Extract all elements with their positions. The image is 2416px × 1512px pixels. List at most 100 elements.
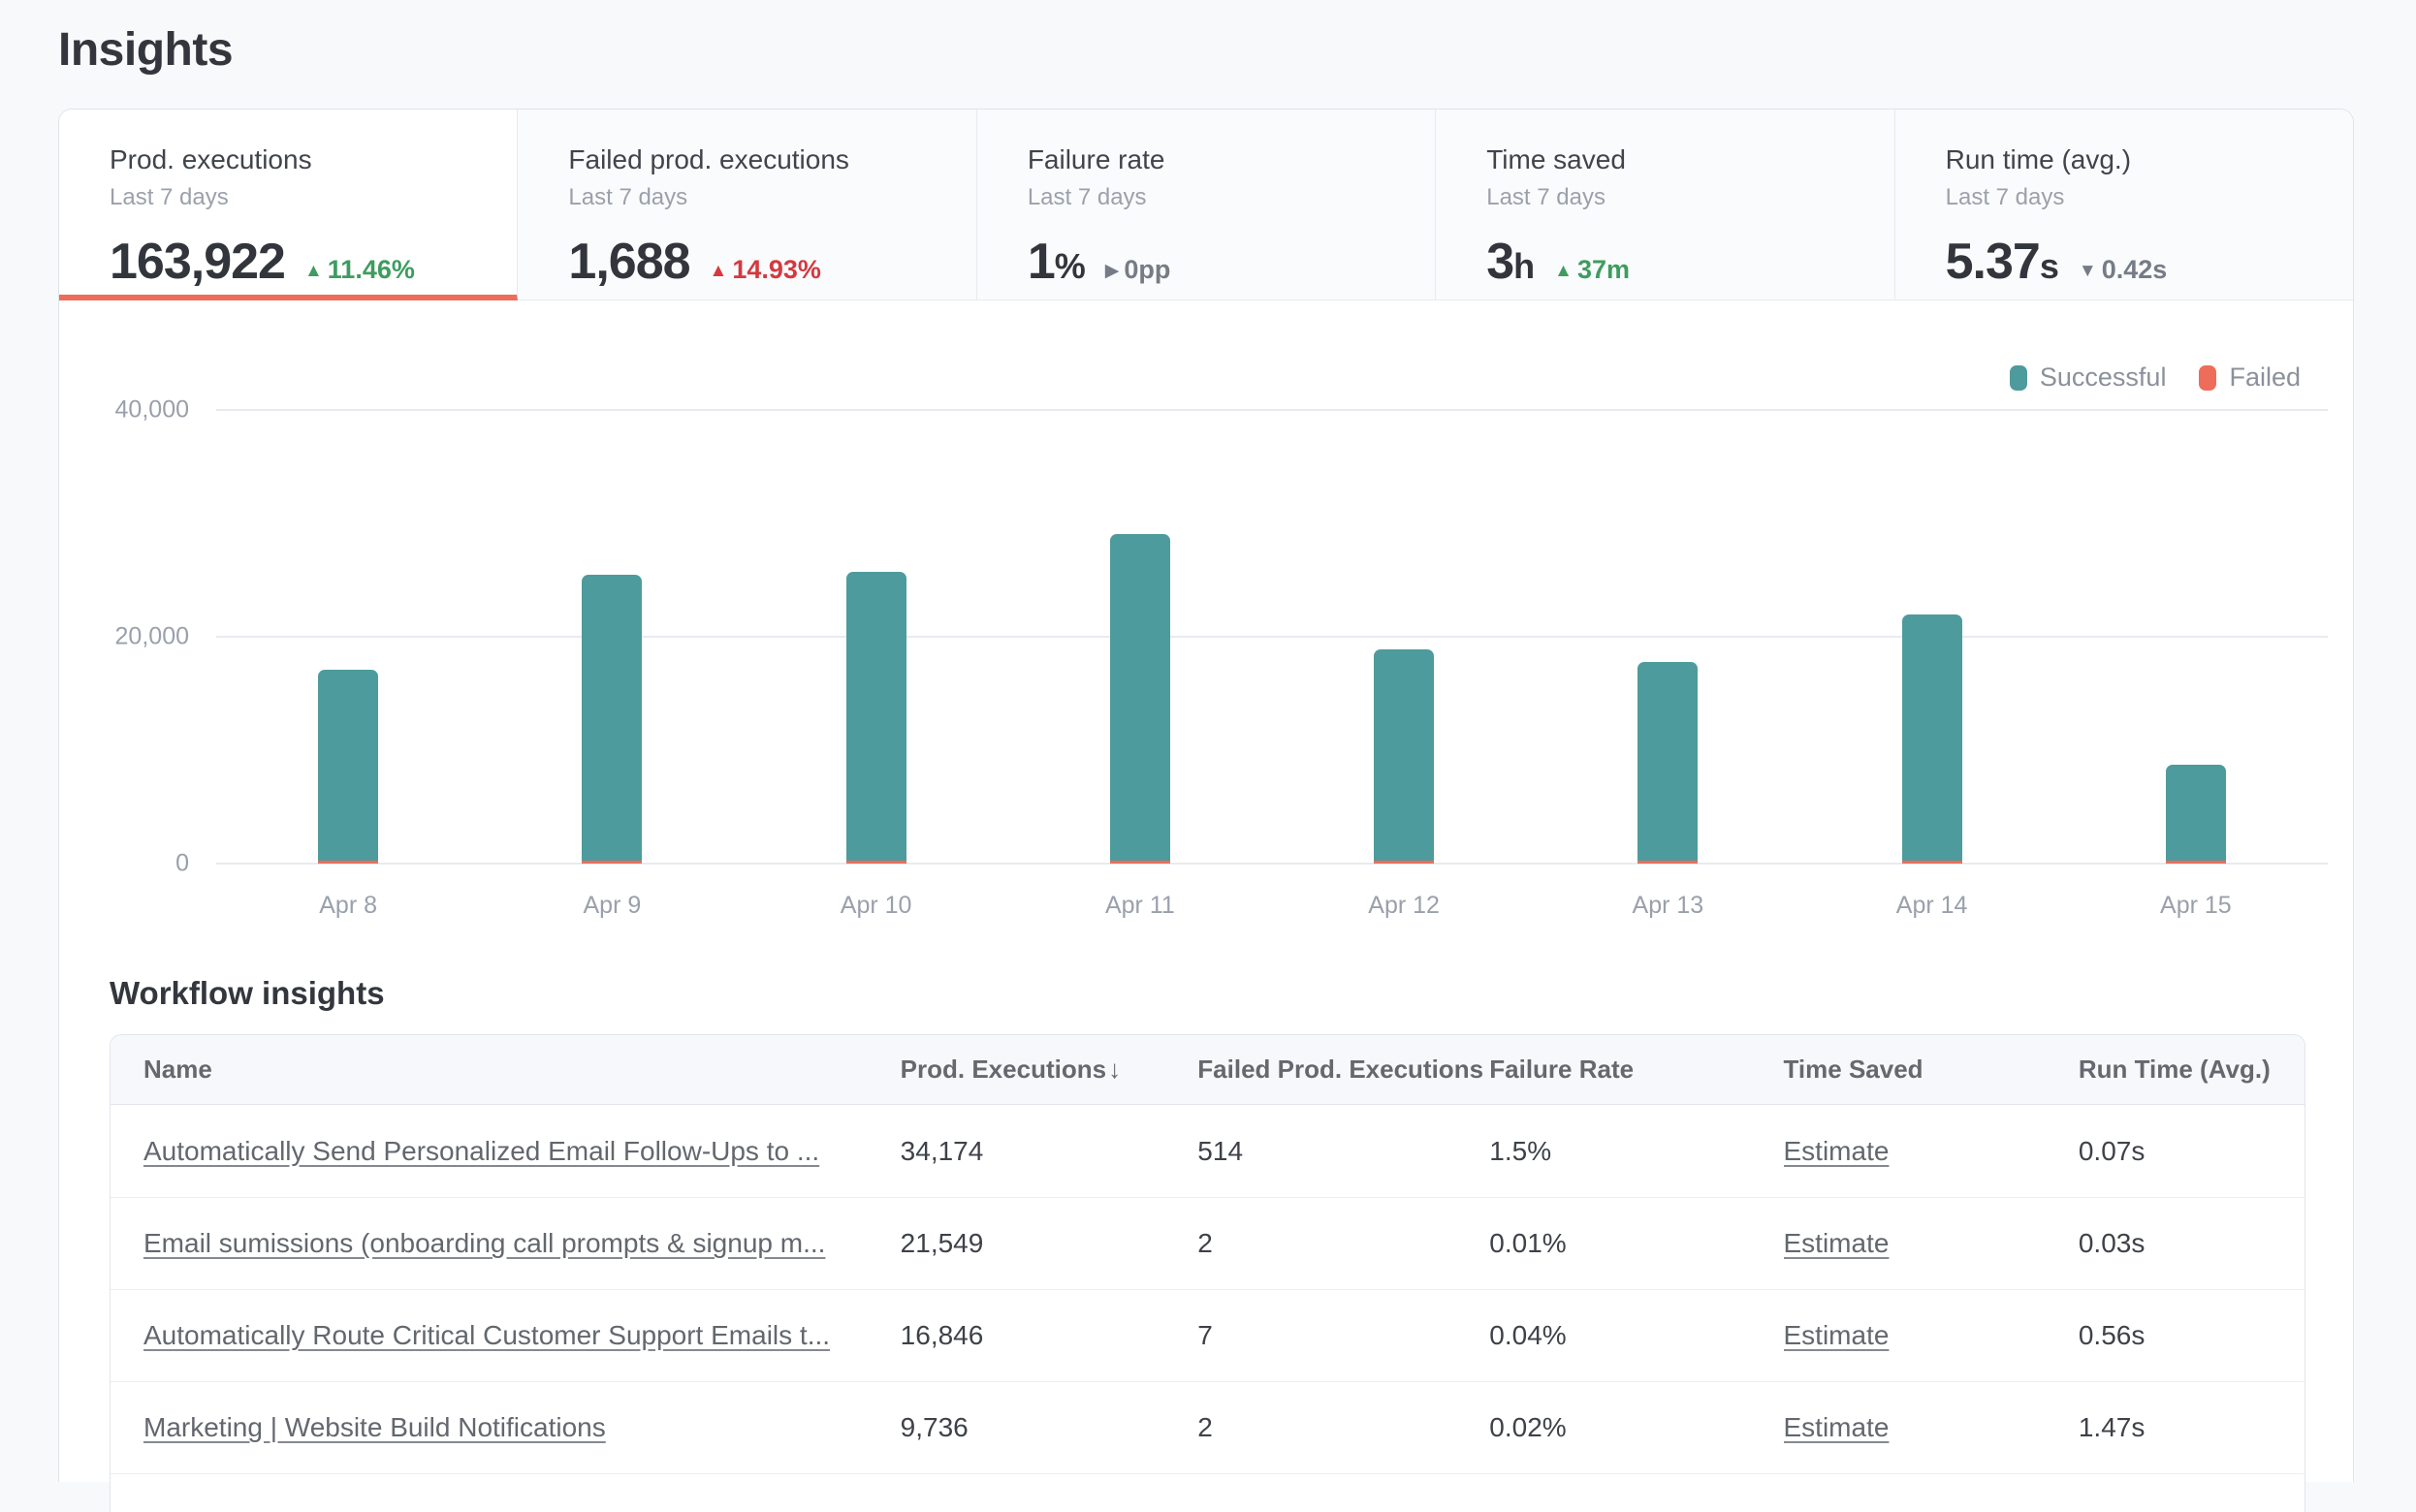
workflow-name-link[interactable]: Marketing | Website Build Notifications <box>143 1412 606 1442</box>
failed-bar <box>318 861 379 864</box>
table-row: Email sumissions (onboarding call prompt… <box>111 1197 2305 1289</box>
x-axis-label: Apr 10 <box>840 892 912 919</box>
column-header-name[interactable]: Name <box>111 1055 901 1085</box>
column-header-time-saved[interactable]: Time Saved <box>1784 1055 2079 1085</box>
metric-period: Last 7 days <box>1027 184 1147 210</box>
workflow-table: Name Prod. Executions↓ Failed Prod. Execut… <box>110 1034 2305 1512</box>
x-axis: Apr 8 Apr 9 Apr 10 Apr 11 Apr 12 Apr 13 Apr 14… <box>216 892 2328 920</box>
metric-tab-time-saved[interactable]: Time saved Last 7 days 3h ▲ 37m <box>1436 110 1895 300</box>
metric-value: 1,688 <box>568 234 690 290</box>
column-header-label: Time Saved <box>1783 1055 1923 1084</box>
column-header-run-time-avg-[interactable]: Run Time (Avg.) <box>2079 1055 2305 1085</box>
stacked-bar <box>1374 649 1435 864</box>
trend-down-icon: ▼ <box>2078 261 2097 281</box>
column-header-failed-prod-executions[interactable]: Failed Prod. Executions <box>1197 1055 1489 1085</box>
stacked-bar <box>318 670 379 864</box>
trend-right-icon: ▶ <box>1104 261 1120 281</box>
trend-up-icon: ▲ <box>1554 261 1573 281</box>
metric-value: 1% <box>1027 234 1086 290</box>
estimate-link[interactable]: Estimate <box>1783 1320 1890 1350</box>
metric-value: 163,922 <box>110 234 286 290</box>
trend-up-icon: ▲ <box>709 261 728 281</box>
failed-bar <box>1374 861 1435 864</box>
legend-item-successful[interactable]: Successful <box>2009 362 2167 393</box>
successful-bar <box>2165 765 2226 861</box>
y-axis-tick: 20,000 <box>114 622 189 650</box>
workflow-insights-heading: Workflow insights <box>110 975 385 1011</box>
stacked-bar <box>1901 614 1962 864</box>
legend-label: Failed <box>2229 362 2301 392</box>
gridline <box>216 636 2328 638</box>
metric-value-row: 5.37s ▼ 0.42s <box>1946 233 2324 291</box>
legend-swatch-icon <box>2199 364 2217 391</box>
bar-group <box>216 410 480 864</box>
metric-delta: ▶ 0pp <box>1105 255 1171 285</box>
bar-group <box>1536 410 1799 864</box>
x-axis-label: Apr 14 <box>1895 892 1968 919</box>
column-header-label: Prod. Executions <box>900 1055 1107 1084</box>
bar-group <box>1272 410 1536 864</box>
metric-label: Run time (avg.) <box>1945 144 2132 174</box>
workflow-name-cell: Automatically Send Personalized Email Fo… <box>111 1136 901 1167</box>
metric-value-row: 1,688 ▲ 14.93% <box>568 233 946 291</box>
time-saved-cell: Estimate <box>1784 1412 2079 1443</box>
workflow-name-link[interactable]: Automatically Route Critical Customer Su… <box>143 1320 831 1350</box>
workflow-name-link[interactable]: Email sumissions (onboarding call prompt… <box>143 1228 826 1258</box>
metric-delta: ▲ 11.46% <box>304 255 415 285</box>
x-axis-label: Apr 13 <box>1632 892 1704 919</box>
metric-tab-failure-rate[interactable]: Failure rate Last 7 days 1% ▶ 0pp <box>976 110 1437 300</box>
metric-tabs: Prod. executions Last 7 days 163,922 ▲ 11.46… <box>59 110 2354 300</box>
failed-bar <box>1109 861 1170 864</box>
prod-executions-cell: 16,846 <box>900 1320 984 1350</box>
metric-delta-text: 11.46% <box>327 255 415 284</box>
x-axis-label: Apr 11 <box>1104 892 1175 919</box>
page-title: Insights <box>58 24 234 76</box>
stacked-bar <box>582 575 643 864</box>
x-axis-label: Apr 12 <box>1368 892 1440 919</box>
column-header-label: Run Time (Avg.) <box>2078 1055 2271 1084</box>
estimate-link[interactable]: Estimate <box>1783 1135 1890 1166</box>
table-row: Automatically Route Critical Customer Su… <box>111 1289 2305 1381</box>
metric-delta-text: 0pp <box>1124 255 1171 284</box>
metric-value: 3h <box>1486 234 1536 290</box>
metric-tab-run-time-avg[interactable]: Run time (avg.) Last 7 days 5.37s ▼ 0.42s <box>1894 110 2354 300</box>
x-axis-label: Apr 9 <box>583 892 642 919</box>
prod-executions-cell: 9,736 <box>900 1412 969 1442</box>
metric-delta-text: 37m <box>1576 255 1630 284</box>
insights-panel: Prod. executions Last 7 days 163,922 ▲ 11.46… <box>58 109 2354 1512</box>
successful-bar <box>1901 614 1962 861</box>
estimate-link[interactable]: Estimate <box>1783 1412 1890 1442</box>
chart-plot-area <box>216 409 2328 865</box>
bar-group <box>1800 410 2064 864</box>
trend-up-icon: ▲ <box>303 261 323 281</box>
failure-rate-cell: 1.5% <box>1489 1135 1552 1166</box>
bar-group <box>2064 410 2328 864</box>
column-header-prod-executions[interactable]: Prod. Executions↓ <box>901 1055 1198 1085</box>
failure-rate-cell: 0.01% <box>1489 1228 1567 1258</box>
metric-delta-text: 0.42s <box>2101 255 2168 284</box>
bar-group <box>1008 410 1272 864</box>
metric-value-row: 1% ▶ 0pp <box>1028 233 1406 291</box>
column-header-failure-rate[interactable]: Failure Rate <box>1489 1055 1783 1085</box>
metric-label: Prod. executions <box>110 144 312 174</box>
metric-tab-failed-prod-executions[interactable]: Failed prod. executions Last 7 days 1,688 ▲… <box>518 110 977 300</box>
time-saved-cell: Estimate <box>1784 1228 2079 1259</box>
workflow-name-link[interactable]: Automatically Send Personalized Email Fo… <box>143 1135 820 1166</box>
metric-tab-prod-executions[interactable]: Prod. executions Last 7 days 163,922 ▲ 11.46… <box>59 110 519 300</box>
failed-bar <box>2165 861 2226 864</box>
insights-page: { "page": { "title": "Insights" }, "colo… <box>58 24 2354 1512</box>
metric-value: 5.37s <box>1945 234 2059 290</box>
sort-descending-icon: ↓ <box>1108 1055 1122 1084</box>
successful-bar <box>318 670 379 861</box>
estimate-link[interactable]: Estimate <box>1783 1228 1890 1258</box>
metric-unit: % <box>1054 246 1086 286</box>
legend-item-failed[interactable]: Failed <box>2199 362 2301 393</box>
legend-swatch-icon <box>2009 364 2027 391</box>
workflow-name-cell: Automatically Route Critical Customer Su… <box>111 1320 901 1351</box>
successful-bar <box>845 572 906 861</box>
successful-bar <box>1637 662 1699 861</box>
legend-label: Successful <box>2039 362 2167 392</box>
metric-label: Time saved <box>1486 144 1626 174</box>
bar-group <box>480 410 744 864</box>
x-axis-label: Apr 8 <box>319 892 377 919</box>
